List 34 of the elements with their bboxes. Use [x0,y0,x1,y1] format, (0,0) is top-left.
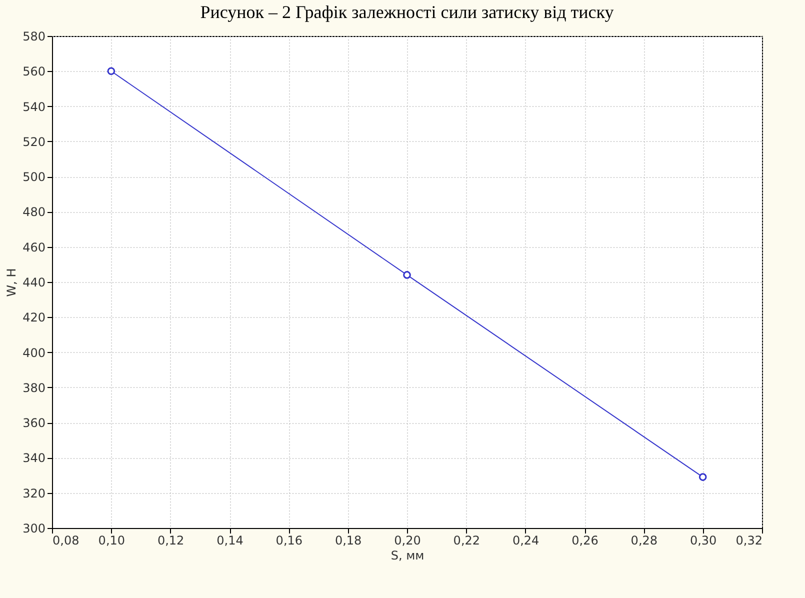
point [698,473,707,481]
x-tick-label: 0,10 [98,534,126,548]
y-tick-label: 440 [22,276,46,290]
y-tick-label: 340 [22,451,46,466]
x-tick-label: 0,32 [736,534,762,548]
y-tick-label: 300 [22,522,46,536]
x-tick-label: 0,24 [512,534,540,548]
y-tick-label: 380 [22,380,46,395]
chart-title: Рисунок – 2 Графік залежності сили затиску від тиску [200,2,614,22]
x-tick-label: 0,18 [334,534,362,548]
x-tick-label: 0,26 [572,534,598,548]
x-axis-title: S, мм [390,548,424,562]
y-tick-label: 580 [22,30,46,44]
x-tick-label: 0,12 [157,534,184,548]
y-axis-title: W, H [4,268,19,297]
y-tick-label: 420 [22,310,46,325]
y-tick-label: 320 [22,486,46,500]
point [107,67,116,76]
x-tick-label: 0,30 [690,534,717,548]
x-tick-label: 0,22 [453,534,480,548]
y-tick-label: 460 [22,240,46,254]
y-tick-label: 540 [22,100,46,114]
point [403,271,411,279]
x-tick-label: 0,08 [52,534,80,548]
y-tick-label: 520 [22,134,46,149]
x-tick-label: 0,28 [630,534,658,548]
y-tick-label: 560 [22,64,46,79]
y-tick-label: 500 [22,170,46,184]
x-tick-label: 0,14 [216,534,244,548]
y-tick-label: 360 [22,416,46,430]
x-tick-label: 0,16 [276,534,303,548]
x-tick-label: 0,20 [394,534,421,548]
y-tick-label: 400 [22,346,46,360]
y-tick-label: 480 [22,205,46,220]
